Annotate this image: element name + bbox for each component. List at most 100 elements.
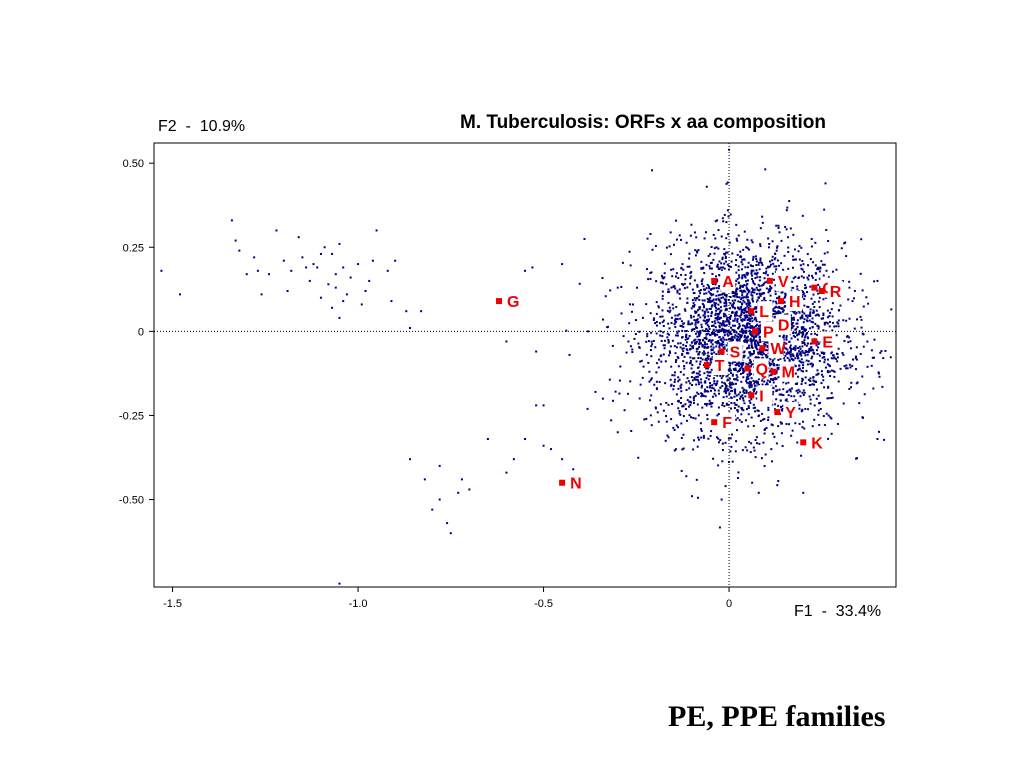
orf-point — [765, 267, 768, 270]
orf-point — [535, 350, 538, 353]
orf-point — [767, 374, 770, 377]
orf-point — [755, 273, 758, 276]
orf-point — [772, 312, 775, 315]
orf-point — [746, 376, 749, 379]
orf-point — [712, 233, 715, 236]
orf-point — [740, 365, 743, 368]
orf-point — [755, 320, 758, 323]
amino-acid-label-T: T — [715, 358, 725, 375]
orf-point — [707, 351, 710, 354]
orf-point — [457, 491, 460, 494]
orf-point — [684, 330, 687, 333]
orf-point — [740, 363, 743, 366]
orf-point — [703, 388, 706, 391]
orf-point — [695, 350, 698, 353]
orf-point — [654, 406, 657, 409]
orf-point — [804, 382, 807, 385]
orf-point — [798, 330, 801, 333]
orf-point — [713, 380, 716, 383]
orf-point — [713, 252, 716, 255]
orf-point — [774, 377, 777, 380]
orf-point — [724, 389, 727, 392]
orf-point — [813, 404, 816, 407]
orf-point — [752, 363, 755, 366]
orf-point — [703, 288, 706, 291]
orf-point — [800, 358, 803, 361]
orf-point — [710, 294, 713, 297]
orf-point — [667, 341, 670, 344]
orf-point — [741, 449, 744, 452]
orf-point — [823, 321, 826, 324]
orf-point — [757, 332, 760, 335]
orf-point — [842, 319, 845, 322]
orf-point — [788, 358, 791, 361]
orf-point — [405, 310, 408, 313]
orf-point — [806, 316, 809, 319]
orf-point — [792, 334, 795, 337]
orf-point — [794, 312, 797, 315]
orf-point — [732, 294, 735, 297]
orf-point — [710, 311, 713, 314]
orf-point — [731, 362, 734, 365]
orf-point — [805, 359, 808, 362]
orf-point — [873, 338, 876, 341]
orf-point — [731, 381, 734, 384]
orf-point — [855, 382, 858, 385]
orf-point — [305, 266, 308, 269]
orf-point — [776, 389, 779, 392]
orf-point — [712, 293, 715, 296]
orf-point — [808, 327, 811, 330]
orf-point — [842, 402, 845, 405]
orf-point — [815, 373, 818, 376]
orf-point — [751, 274, 754, 277]
orf-point — [814, 241, 817, 244]
orf-point — [718, 317, 721, 320]
orf-point — [794, 357, 797, 360]
orf-point — [721, 401, 724, 404]
orf-point — [805, 369, 808, 372]
orf-point — [674, 317, 677, 320]
orf-point — [862, 416, 865, 419]
orf-point — [721, 442, 724, 445]
orf-point — [830, 432, 833, 435]
orf-point — [649, 277, 652, 280]
orf-point — [765, 382, 768, 385]
orf-point — [725, 304, 728, 307]
amino-acid-label-D: D — [778, 318, 790, 335]
orf-point — [748, 289, 751, 292]
orf-point — [716, 333, 719, 336]
orf-point — [711, 304, 714, 307]
orf-point — [736, 409, 739, 412]
orf-point — [679, 401, 682, 404]
orf-point — [705, 338, 708, 341]
orf-point — [717, 406, 720, 409]
orf-point — [801, 295, 804, 298]
orf-point — [694, 299, 697, 302]
orf-point — [731, 338, 734, 341]
orf-point — [811, 302, 814, 305]
orf-point — [714, 312, 717, 315]
orf-point — [802, 389, 805, 392]
orf-point — [695, 478, 698, 481]
orf-point — [773, 312, 776, 315]
orf-point — [830, 392, 833, 395]
orf-point — [754, 392, 757, 395]
orf-point — [717, 268, 720, 271]
orf-point — [736, 278, 739, 281]
orf-point — [738, 338, 741, 341]
orf-point — [814, 332, 817, 335]
orf-point — [710, 312, 713, 315]
orf-point — [789, 350, 792, 353]
orf-point — [761, 221, 764, 224]
orf-point — [668, 350, 671, 353]
orf-point — [708, 307, 711, 310]
orf-point — [701, 352, 704, 355]
orf-point — [727, 215, 730, 218]
orf-point — [160, 269, 163, 272]
orf-point — [709, 389, 712, 392]
orf-point — [843, 340, 846, 343]
orf-point — [724, 253, 727, 256]
amino-acid-label-M: M — [782, 365, 795, 382]
orf-point — [817, 283, 820, 286]
orf-point — [660, 274, 663, 277]
